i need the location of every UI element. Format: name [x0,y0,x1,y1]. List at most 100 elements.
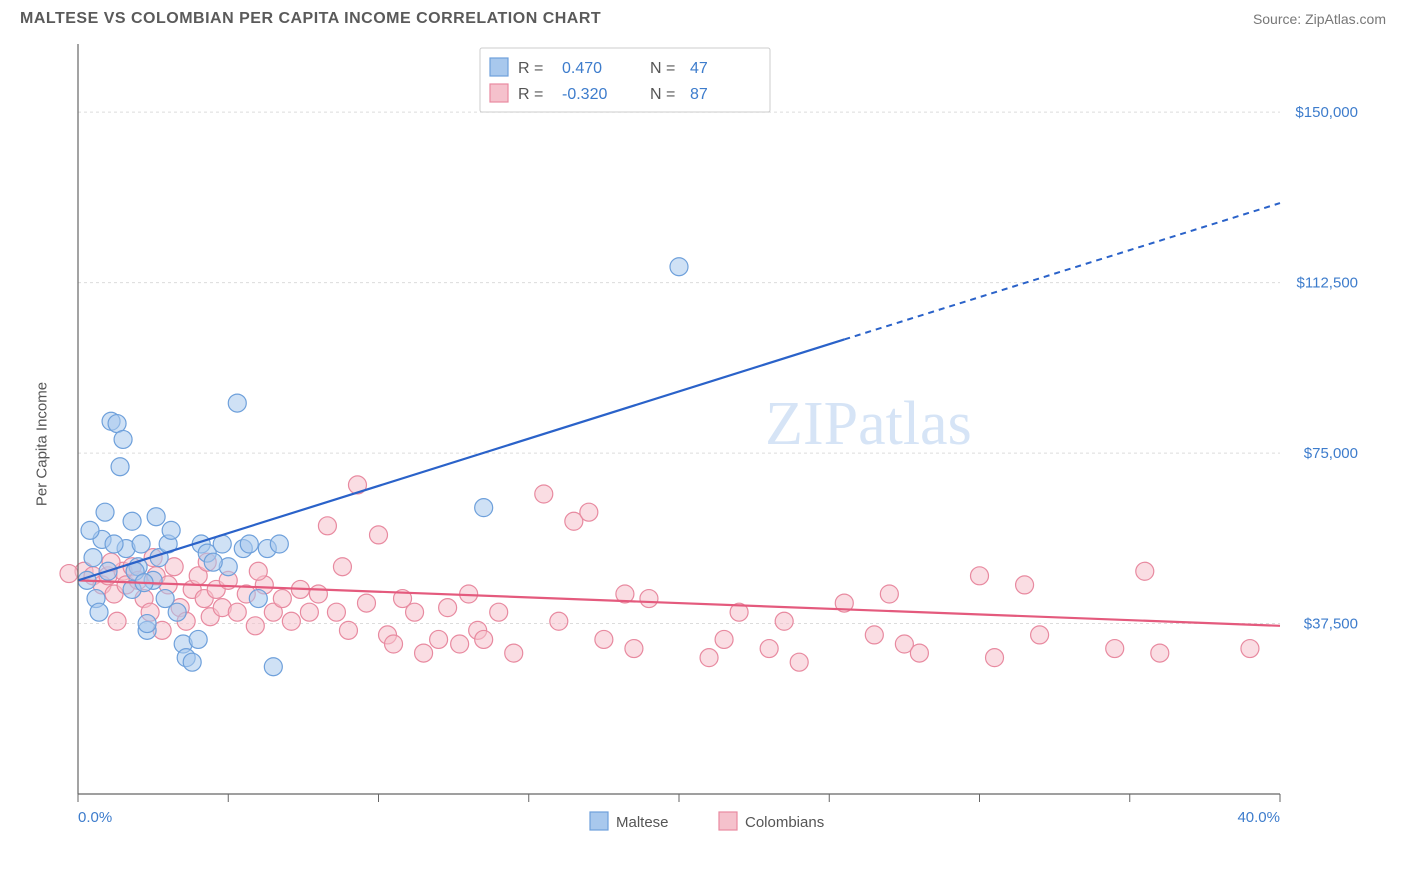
watermark: ZIPatlas [765,390,972,458]
maltese-point [123,512,141,530]
y-tick-label: $112,500 [1297,275,1358,292]
maltese-point [114,430,132,448]
colombian-point [385,635,403,653]
colombian-point [406,603,424,621]
colombian-point [1136,562,1154,580]
legend-n-label: N = [650,86,675,103]
colombian-point [595,630,613,648]
maltese-point [183,653,201,671]
bottom-legend-label: Colombians [745,814,824,831]
legend-swatch [490,84,508,102]
maltese-point [162,521,180,539]
colombian-point [339,621,357,639]
maltese-point [264,658,282,676]
maltese-point [204,553,222,571]
colombian-point [490,603,508,621]
maltese-point [111,458,129,476]
colombian-point [415,644,433,662]
source-link[interactable]: ZipAtlas.com [1305,11,1386,27]
colombian-point [1151,644,1169,662]
y-tick-label: $75,000 [1304,445,1358,462]
colombian-point [357,594,375,612]
y-tick-label: $150,000 [1295,104,1358,121]
maltese-point [249,590,267,608]
colombian-point [775,612,793,630]
maltese-point [90,603,108,621]
legend-n-value: 87 [690,86,708,103]
colombian-point [986,649,1004,667]
maltese-point [228,394,246,412]
legend-n-value: 47 [690,60,708,77]
colombian-point [273,590,291,608]
maltese-point [475,499,493,517]
colombian-point [108,612,126,630]
colombian-point [318,517,336,535]
colombian-point [228,603,246,621]
legend-r-value: 0.470 [562,60,602,77]
colombian-point [1241,640,1259,658]
colombian-point [1016,576,1034,594]
chart-container: Per Capita Income $37,500$75,000$112,500… [50,34,1386,854]
chart-header: MALTESE VS COLOMBIAN PER CAPITA INCOME C… [0,0,1406,34]
colombian-point [865,626,883,644]
x-tick-label: 40.0% [1237,809,1280,826]
colombian-point [327,603,345,621]
maltese-trendline-extrapolated [844,203,1280,339]
colombian-point [880,585,898,603]
maltese-point [138,615,156,633]
colombian-point [282,612,300,630]
colombian-point [309,585,327,603]
bottom-legend-swatch [719,812,737,830]
colombian-point [640,590,658,608]
legend-swatch [490,58,508,76]
colombian-point [910,644,928,662]
colombian-point [430,630,448,648]
colombian-point [971,567,989,585]
bottom-legend-label: Maltese [616,814,669,831]
colombian-point [60,565,78,583]
source-attribution: Source: ZipAtlas.com [1253,11,1386,27]
source-prefix: Source: [1253,11,1305,27]
colombian-point [580,503,598,521]
y-tick-label: $37,500 [1304,616,1358,633]
colombian-point [505,644,523,662]
legend-r-value: -0.320 [562,86,607,103]
y-axis-label: Per Capita Income [34,382,51,506]
x-tick-label: 0.0% [78,809,112,826]
colombian-point [1031,626,1049,644]
colombian-point [439,599,457,617]
colombian-point [475,630,493,648]
bottom-legend-swatch [590,812,608,830]
legend-n-label: N = [650,60,675,77]
maltese-point [168,603,186,621]
legend-r-label: R = [518,60,543,77]
maltese-point [240,535,258,553]
maltese-point [270,535,288,553]
colombian-point [535,485,553,503]
colombian-point [451,635,469,653]
colombian-point [715,630,733,648]
colombian-point [625,640,643,658]
colombian-point [300,603,318,621]
maltese-point [96,503,114,521]
maltese-point [132,535,150,553]
maltese-point [108,415,126,433]
maltese-point [84,549,102,567]
colombian-point [790,653,808,671]
maltese-point [670,258,688,276]
maltese-point [105,535,123,553]
colombian-point [760,640,778,658]
colombian-point [1106,640,1124,658]
correlation-scatter-chart: $37,500 $75,000 $112,500 $150,000 ZIPatlas 0.… [50,34,1370,854]
maltese-point [147,508,165,526]
chart-title: MALTESE VS COLOMBIAN PER CAPITA INCOME C… [20,10,601,28]
maltese-point [81,521,99,539]
colombian-point [550,612,568,630]
legend-r-label: R = [518,86,543,103]
maltese-point [189,630,207,648]
colombian-point [333,558,351,576]
colombian-point [370,526,388,544]
colombian-point [246,617,264,635]
maltese-trendline [78,339,844,580]
colombian-point [700,649,718,667]
